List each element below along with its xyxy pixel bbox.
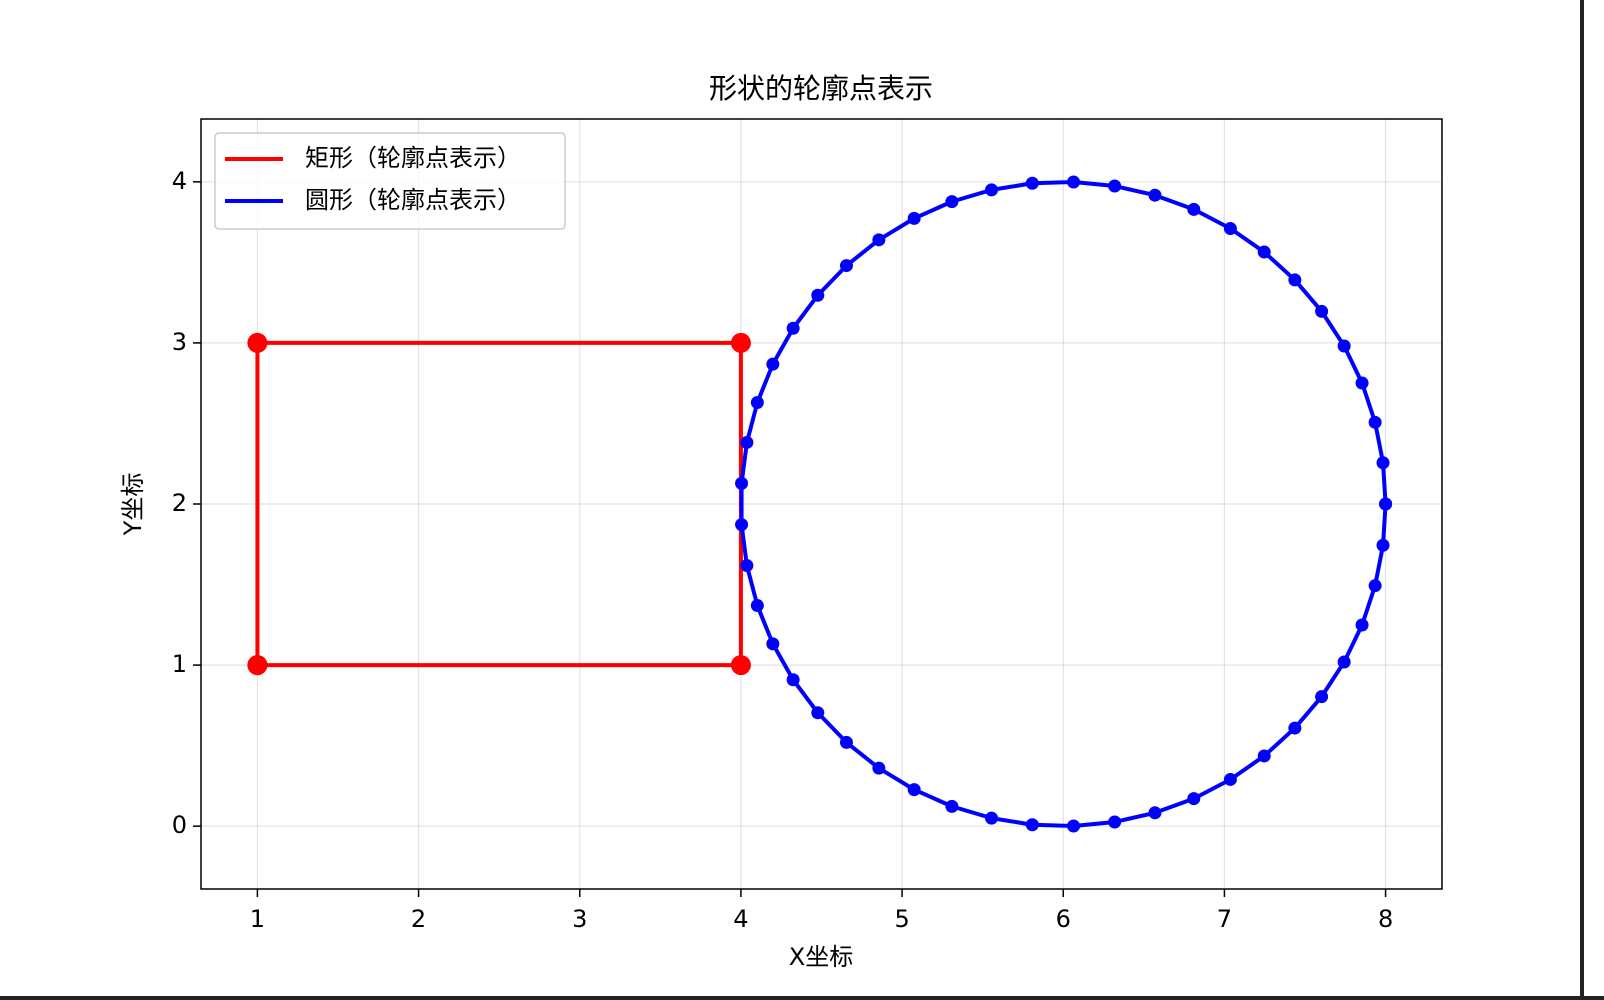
- data-point: [750, 598, 764, 612]
- data-point: [740, 559, 754, 573]
- x-tick-label: 6: [1056, 905, 1071, 933]
- x-tick-label: 1: [250, 905, 265, 933]
- data-point: [1315, 690, 1329, 704]
- data-point: [1257, 749, 1271, 763]
- data-point: [1187, 202, 1201, 216]
- data-point: [740, 435, 754, 449]
- data-point: [811, 288, 825, 302]
- x-axis-label: X坐标: [789, 943, 853, 971]
- data-point: [247, 332, 268, 353]
- data-point: [872, 761, 886, 775]
- data-point: [839, 259, 853, 273]
- data-point: [1187, 792, 1201, 806]
- data-point: [1108, 179, 1122, 193]
- data-point: [1223, 222, 1237, 236]
- x-tick-label: 2: [411, 905, 426, 933]
- data-point: [1337, 339, 1351, 353]
- data-point: [839, 735, 853, 749]
- data-point: [1368, 579, 1382, 593]
- data-point: [1376, 538, 1390, 552]
- data-point: [1315, 304, 1329, 318]
- data-point: [1376, 456, 1390, 470]
- plot-frame: [200, 118, 1443, 890]
- x-tick-label: 4: [733, 905, 748, 933]
- data-point: [945, 195, 959, 209]
- y-tick-label: 1: [172, 650, 187, 678]
- chart-title: 形状的轮廓点表示: [709, 72, 933, 105]
- data-point: [766, 357, 780, 371]
- data-point: [985, 183, 999, 197]
- data-point: [872, 233, 886, 247]
- data-point: [786, 321, 800, 335]
- data-point: [735, 518, 749, 532]
- legend-box: [214, 132, 566, 230]
- data-point: [1257, 245, 1271, 259]
- y-axis-label: Y坐标: [119, 473, 147, 537]
- x-tick-label: 5: [894, 905, 909, 933]
- data-point: [1025, 176, 1039, 190]
- data-point: [1108, 815, 1122, 829]
- data-point: [907, 211, 921, 225]
- data-point: [1148, 188, 1162, 202]
- data-point: [945, 799, 959, 813]
- x-tick-label: 8: [1378, 905, 1393, 933]
- data-point: [1223, 772, 1237, 786]
- data-point: [730, 332, 751, 353]
- data-point: [1355, 618, 1369, 632]
- x-tick-label: 3: [572, 905, 587, 933]
- data-point: [1379, 497, 1393, 511]
- data-point: [1288, 721, 1302, 735]
- data-point: [1337, 655, 1351, 669]
- y-tick-label: 0: [172, 811, 187, 839]
- data-point: [786, 673, 800, 687]
- data-point: [766, 637, 780, 651]
- legend-label: 矩形（轮廓点表示）: [305, 144, 521, 172]
- data-point: [1025, 818, 1039, 832]
- x-tick-label: 7: [1217, 905, 1232, 933]
- y-tick-label: 3: [172, 328, 187, 356]
- data-point: [1148, 806, 1162, 820]
- data-point: [1067, 175, 1081, 189]
- y-tick-label: 4: [172, 167, 187, 195]
- data-point: [730, 655, 751, 676]
- data-point: [1368, 415, 1382, 429]
- data-point: [811, 706, 825, 720]
- y-tick-label: 2: [172, 489, 187, 517]
- data-point: [1067, 819, 1081, 833]
- data-point: [1355, 376, 1369, 390]
- data-point: [735, 476, 749, 490]
- data-point: [907, 783, 921, 797]
- data-point: [750, 396, 764, 410]
- data-point: [985, 811, 999, 825]
- data-point: [247, 655, 268, 676]
- data-point: [1288, 273, 1302, 287]
- legend-label: 圆形（轮廓点表示）: [305, 186, 521, 214]
- series-line: [739, 179, 1388, 829]
